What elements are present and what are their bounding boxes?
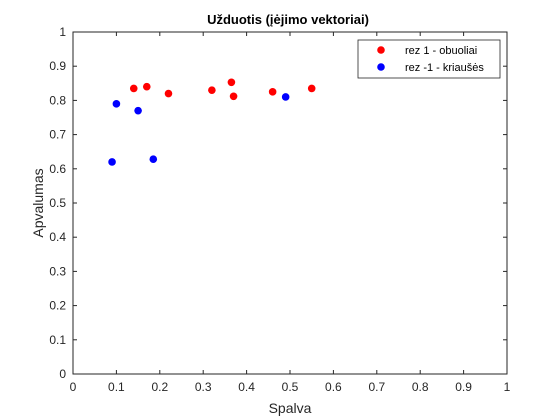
y-tick-label: 0.3 bbox=[49, 264, 66, 278]
y-axis-label: Apvalumas bbox=[30, 168, 46, 237]
x-tick-label: 0.7 bbox=[368, 380, 385, 394]
data-point-pears bbox=[112, 100, 121, 108]
legend-marker-apples bbox=[377, 46, 385, 54]
y-tick-label: 0.8 bbox=[49, 93, 66, 107]
y-tick-label: 0.7 bbox=[49, 128, 66, 142]
data-point-apples bbox=[164, 89, 173, 98]
chart-title: Užduotis (įėjimo vektoriai) bbox=[207, 12, 369, 27]
y-tick-label: 1 bbox=[59, 25, 66, 39]
x-axis: 0 0.1 0.2 0.3 0.4 0.5 0.6 0.7 0.8 0.9 1 bbox=[70, 32, 511, 394]
data-point-apples bbox=[129, 84, 138, 93]
x-tick-label: 0.6 bbox=[325, 380, 342, 394]
data-point-pears bbox=[281, 93, 290, 101]
y-tick-label: 0 bbox=[59, 367, 66, 381]
data-point-apples bbox=[268, 88, 277, 96]
data-point-apples bbox=[307, 84, 316, 93]
legend-marker-pears bbox=[377, 63, 385, 71]
y-tick-label: 0.5 bbox=[49, 196, 66, 210]
x-tick-label: 0.9 bbox=[455, 380, 472, 394]
x-tick-label: 0.4 bbox=[238, 380, 255, 394]
x-tick-label: 0 bbox=[70, 380, 77, 394]
x-tick-label: 0.8 bbox=[412, 380, 429, 394]
data-points bbox=[108, 78, 316, 166]
y-tick-label: 0.4 bbox=[49, 230, 66, 244]
y-tick-label: 0.2 bbox=[49, 299, 66, 313]
legend-label-apples: rez 1 - obuoliai bbox=[405, 45, 477, 57]
legend: rez 1 - obuoliai rez -1 - kriaušės bbox=[357, 39, 501, 79]
x-tick-label: 0.3 bbox=[195, 380, 212, 394]
data-point-pears bbox=[149, 155, 158, 164]
y-tick-label: 0.6 bbox=[49, 162, 66, 176]
x-tick-label: 1 bbox=[504, 380, 511, 394]
data-point-apples bbox=[208, 86, 216, 94]
data-point-pears bbox=[108, 158, 116, 166]
x-tick-label: 0.1 bbox=[108, 380, 125, 394]
x-tick-label: 0.5 bbox=[282, 380, 299, 394]
y-axis: 0 0.1 0.2 0.3 0.4 0.5 0.6 0.7 0.8 0.9 1 bbox=[49, 25, 507, 381]
y-tick-label: 0.1 bbox=[49, 333, 66, 347]
x-tick-label: 0.2 bbox=[151, 380, 168, 394]
legend-label-pears: rez -1 - kriaušės bbox=[405, 62, 484, 74]
data-point-apples bbox=[142, 82, 151, 91]
x-axis-label: Spalva bbox=[269, 400, 312, 416]
data-point-apples bbox=[227, 78, 236, 87]
data-point-apples bbox=[229, 92, 238, 101]
plot-area bbox=[72, 31, 508, 375]
y-tick-label: 0.9 bbox=[49, 59, 66, 73]
data-point-pears bbox=[134, 106, 142, 115]
